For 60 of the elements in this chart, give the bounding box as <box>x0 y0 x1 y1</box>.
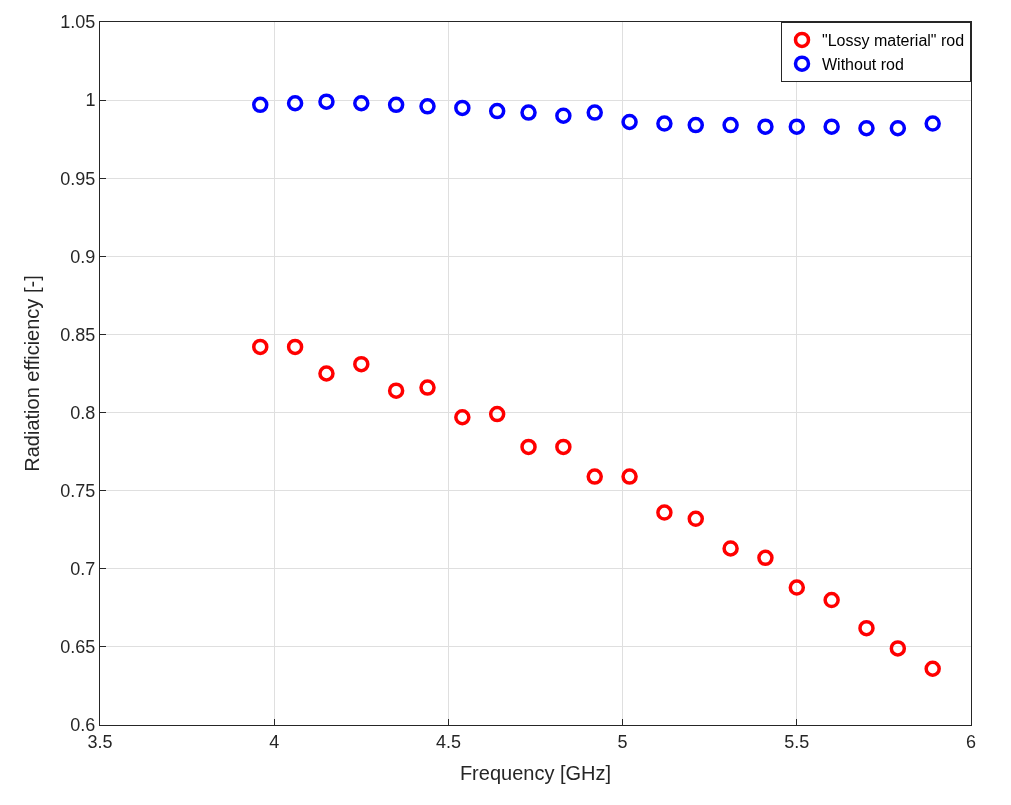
point <box>419 379 436 396</box>
point <box>586 468 603 485</box>
y-tick-label: 1.05 <box>60 12 96 33</box>
point <box>286 338 304 356</box>
point <box>353 355 370 373</box>
point <box>555 438 572 456</box>
point <box>520 438 537 456</box>
x-tick-label: 4 <box>269 731 280 752</box>
point <box>520 104 537 121</box>
point <box>722 540 739 557</box>
point <box>318 93 335 110</box>
y-tick-label: 0.9 <box>70 246 96 267</box>
point <box>656 115 673 132</box>
y-tick-label: 0.7 <box>70 559 96 580</box>
legend-label: "Lossy material" rod <box>822 32 965 50</box>
point <box>419 98 436 115</box>
point <box>788 579 806 596</box>
point <box>722 116 739 134</box>
point <box>788 118 806 135</box>
point <box>353 94 370 112</box>
y-tick-label: 1 <box>85 90 96 111</box>
point <box>286 94 304 112</box>
x-tick-label: 4.5 <box>435 731 461 752</box>
point <box>318 365 335 382</box>
point <box>656 504 673 521</box>
y-tick-label: 0.85 <box>60 324 96 345</box>
x-tick-label: 5.5 <box>784 731 810 752</box>
point <box>823 591 840 609</box>
point <box>387 96 405 114</box>
point <box>687 116 705 134</box>
point <box>488 102 506 120</box>
point <box>387 382 405 399</box>
point <box>757 118 774 135</box>
legend-label: Without rod <box>822 55 904 73</box>
y-tick-label: 0.95 <box>60 168 96 189</box>
point <box>488 405 506 423</box>
y-tick-label: 0.65 <box>60 637 96 658</box>
point <box>454 408 471 426</box>
point <box>757 549 774 567</box>
point <box>924 660 941 677</box>
point <box>858 119 875 137</box>
point <box>621 468 638 485</box>
point <box>621 113 638 131</box>
x-tick-label: 5 <box>617 731 628 752</box>
point <box>858 619 875 637</box>
point <box>586 104 603 121</box>
point <box>454 99 471 117</box>
y-tick-label: 0.75 <box>60 480 96 501</box>
point <box>823 118 840 135</box>
y-axis-title: Radiation efficiency [-] <box>20 275 43 472</box>
point <box>252 338 269 356</box>
x-axis-title: Frequency [GHz] <box>459 762 612 785</box>
point <box>924 115 941 132</box>
x-tick-label: 6 <box>965 731 977 752</box>
point <box>687 510 705 528</box>
y-tick-label: 0.8 <box>70 402 96 423</box>
point <box>889 640 907 657</box>
point <box>252 96 269 114</box>
point <box>889 119 907 137</box>
point <box>555 107 572 124</box>
